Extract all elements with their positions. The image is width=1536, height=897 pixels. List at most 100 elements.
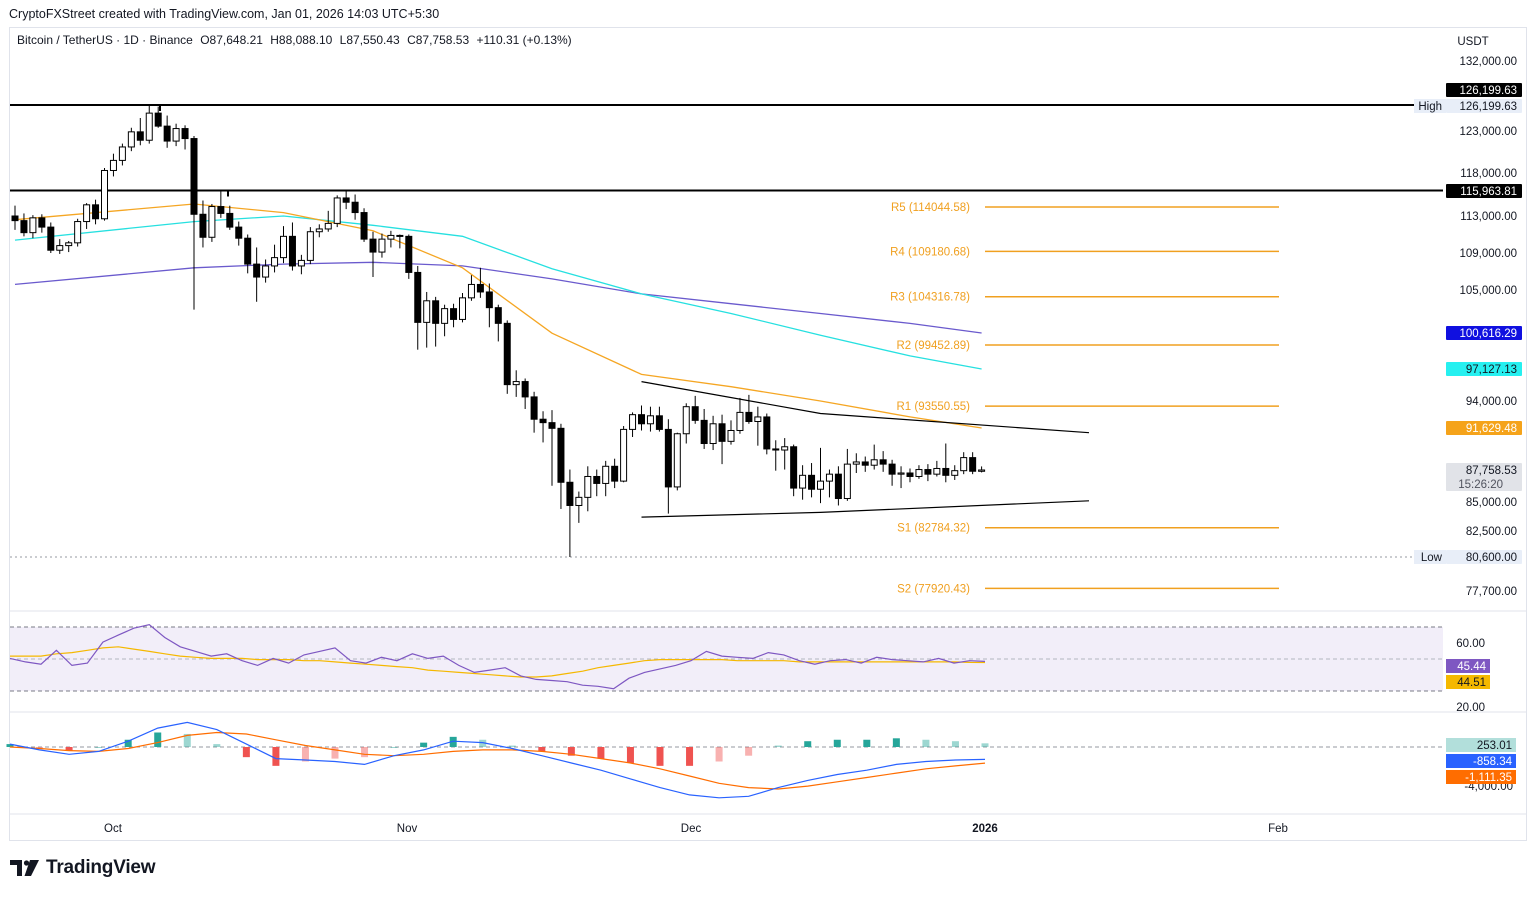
candle-up xyxy=(736,411,744,431)
candle-down xyxy=(664,428,672,488)
candle-down xyxy=(414,271,422,323)
candle-down xyxy=(593,475,601,484)
candle-down xyxy=(566,481,574,506)
candle-up xyxy=(843,463,851,500)
candle-down xyxy=(718,423,726,442)
macd-histogram-bar xyxy=(6,744,14,747)
candle-up xyxy=(799,474,807,489)
candle-up xyxy=(172,128,180,142)
candle-down xyxy=(539,418,547,424)
candle-down xyxy=(969,457,977,472)
candle-up xyxy=(378,238,386,253)
macd-histogram-bar xyxy=(922,739,930,747)
candle-up xyxy=(459,297,466,320)
candle-up xyxy=(673,433,681,488)
macd-signal-value: -1,111.35 xyxy=(1465,772,1512,784)
candle-down xyxy=(163,125,171,142)
candle-down xyxy=(11,215,19,222)
candle-down xyxy=(351,201,359,214)
candle-down xyxy=(485,291,493,309)
candle-up xyxy=(208,206,216,238)
time-axis-tick: Oct xyxy=(104,823,123,835)
macd-signal-line xyxy=(9,731,986,790)
candle-down xyxy=(611,465,619,482)
candle-up xyxy=(423,300,431,323)
candle-down xyxy=(691,406,699,421)
tradingview-logo-text: TradingView xyxy=(46,857,156,878)
macd-histogram-bar xyxy=(479,739,487,747)
price-axis-tick: 113,000.00 xyxy=(1460,211,1517,223)
candle-up xyxy=(315,228,323,233)
macd-histogram-bar xyxy=(715,747,723,762)
candle-up xyxy=(145,112,153,141)
candle-down xyxy=(476,283,484,293)
triangle-lower-trendline xyxy=(641,500,1090,518)
legend-low: L87,550.43 xyxy=(339,33,400,47)
candle-down xyxy=(154,112,162,127)
candle-down xyxy=(20,220,28,234)
candle-down xyxy=(360,212,368,240)
price-badge xyxy=(1446,362,1522,376)
candle-down xyxy=(503,322,511,386)
chart-pane[interactable] xyxy=(9,27,1527,841)
legend-symbol[interactable]: Bitcoin / TetherUS · 1D · Binance xyxy=(17,33,193,47)
macd-histogram-bar xyxy=(597,747,605,759)
candle-up xyxy=(118,146,126,161)
candle-up xyxy=(825,473,833,482)
candle-down xyxy=(288,235,296,267)
macd-histogram-bar xyxy=(774,745,782,747)
candle-up xyxy=(387,234,395,240)
price-axis-tick: 118,000.00 xyxy=(1460,168,1517,180)
macd-histogram-bar xyxy=(301,747,309,762)
price-axis-tick: 123,000.00 xyxy=(1459,126,1517,138)
price-badge-prefix-bg xyxy=(1414,550,1446,564)
time-axis-tick: Nov xyxy=(397,823,418,835)
candle-up xyxy=(629,414,637,430)
time-axis-tick: 2026 xyxy=(972,823,998,835)
ma-mid-line xyxy=(14,215,982,370)
pivot-label: S1 (82784.32) xyxy=(897,523,970,535)
candle-down xyxy=(181,128,189,140)
symbol-legend: Bitcoin / TetherUS · 1D · Binance O87,64… xyxy=(17,33,576,47)
candle-down xyxy=(342,197,350,203)
candle-up xyxy=(682,406,690,435)
time-axis-tick: Feb xyxy=(1268,823,1288,835)
candle-up xyxy=(727,429,735,442)
candle-up xyxy=(897,472,905,475)
price-badge-prefix: Low xyxy=(1421,552,1443,564)
price-axis-tick: 82,500.00 xyxy=(1466,526,1517,538)
candle-down xyxy=(530,396,538,420)
price-badge-prefix-bg xyxy=(1414,99,1446,113)
candle-up xyxy=(781,446,789,451)
candle-down xyxy=(548,422,556,429)
macd-line xyxy=(9,721,986,799)
candle-down xyxy=(772,448,780,451)
price-badge xyxy=(1446,184,1522,198)
candle-up xyxy=(297,259,305,267)
macd-histogram-bar xyxy=(65,747,73,751)
candle-down xyxy=(199,213,207,238)
macd-value-badge xyxy=(1446,754,1516,768)
candle-up xyxy=(754,416,762,423)
pivot-label: R5 (114044.58) xyxy=(891,202,970,214)
tradingview-logo[interactable]: TradingView xyxy=(10,857,156,879)
pivot-label: R3 (104316.78) xyxy=(890,292,970,304)
rsi-signal-value: 44.51 xyxy=(1457,677,1486,689)
candle-down xyxy=(92,204,100,220)
candle-down xyxy=(369,238,377,253)
price-badge-value: 115,963.81 xyxy=(1460,186,1517,198)
candle-up xyxy=(584,475,592,498)
price-axis-tick: 77,700.00 xyxy=(1466,586,1517,598)
price-badge xyxy=(1446,463,1522,491)
macd-histogram-bar xyxy=(331,747,339,759)
candle-up xyxy=(262,265,270,278)
macd-histogram-bar xyxy=(390,747,398,748)
macd-histogram-bar xyxy=(833,739,841,747)
candle-up xyxy=(960,457,968,472)
macd-histogram-bar xyxy=(154,732,162,747)
price-badge-value: 126,199.63 xyxy=(1459,85,1517,97)
price-axis-tick: 94,000.00 xyxy=(1466,396,1517,408)
macd-histogram-value: 253.01 xyxy=(1477,740,1512,752)
legend-high: H88,088.10 xyxy=(270,33,333,47)
